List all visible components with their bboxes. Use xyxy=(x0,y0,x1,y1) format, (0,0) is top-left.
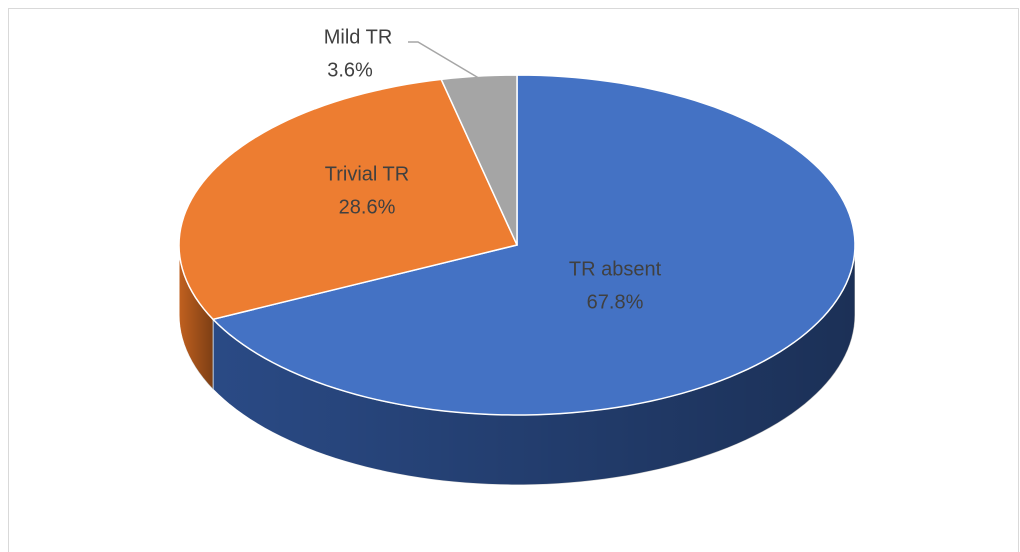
pie-slice xyxy=(211,74,856,416)
data-label-name: TR absent xyxy=(569,258,662,280)
pie-slice xyxy=(440,74,518,246)
pie-slice xyxy=(178,78,519,321)
data-label-value: 3.6% xyxy=(327,59,373,81)
pie-side-shade xyxy=(213,245,855,485)
data-label-value: 28.6% xyxy=(339,196,396,218)
data-label-name: Trivial TR xyxy=(325,163,409,185)
leader-line xyxy=(408,41,480,79)
data-label-value: 67.8% xyxy=(587,291,644,313)
data-label-name: Mild TR xyxy=(324,26,393,48)
pie-side-shade xyxy=(179,245,214,390)
